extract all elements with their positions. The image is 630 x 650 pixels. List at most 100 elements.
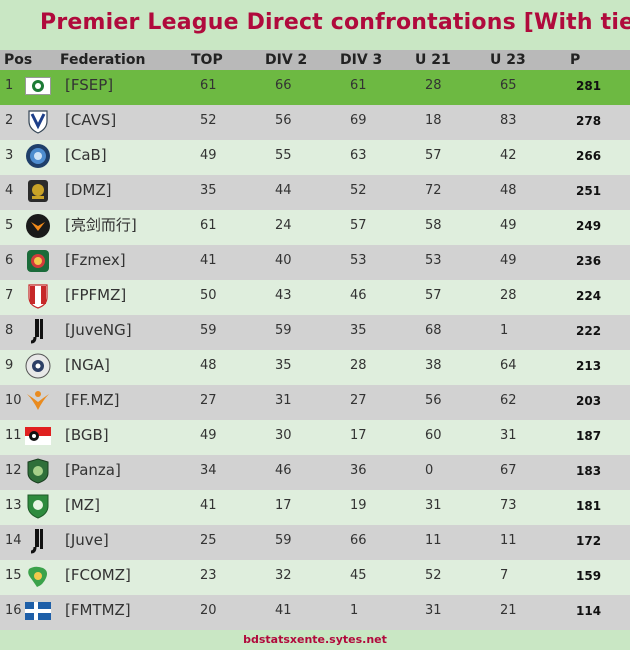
div3-cell: 66 [350,533,367,548]
page-title: Premier League Direct confrontations [Wi… [40,10,630,35]
pos-cell: 6 [5,253,14,268]
u21-cell: 11 [425,533,442,548]
green-badge-icon [24,458,52,484]
brazil-map-icon [24,563,52,589]
div2-cell: 59 [275,323,292,338]
u21-cell: 57 [425,288,442,303]
table-row: 4 [DMZ] 35 44 52 72 48 251 [0,175,630,210]
table-row: 13 [MZ] 41 17 19 31 73 181 [0,490,630,525]
div2-cell: 44 [275,183,292,198]
pos-cell: 11 [5,428,22,443]
u23-cell: 7 [500,568,509,583]
green-shield-icon [24,493,52,519]
table-row: 2 [CAVS] 52 56 69 18 83 278 [0,105,630,140]
table-row: 5 [亮剑而行] 61 24 57 58 49 249 [0,210,630,245]
col-header-points: P [570,52,581,68]
div2-cell: 66 [275,78,292,93]
federation-name: [JuveNG] [65,321,132,339]
top-cell: 34 [200,463,217,478]
federation-name: [Juve] [65,531,109,549]
juventus-j-icon [24,528,52,554]
div3-cell: 46 [350,288,367,303]
table-row: 9 [NGA] 48 35 28 38 64 213 [0,350,630,385]
col-header-div3: DIV 3 [340,52,383,68]
pos-cell: 14 [5,533,22,548]
u21-cell: 72 [425,183,442,198]
federation-name: [FCOMZ] [65,566,131,584]
u21-cell: 56 [425,393,442,408]
top-cell: 49 [200,428,217,443]
u23-cell: 62 [500,393,517,408]
points-cell: 159 [576,569,602,583]
federation-name: [FMTMZ] [65,601,131,619]
dark-gold-crest-icon [24,178,52,204]
u21-cell: 0 [425,463,434,478]
div3-cell: 19 [350,498,367,513]
col-header-div2: DIV 2 [265,52,308,68]
top-cell: 49 [200,148,217,163]
federation-name: [NGA] [65,356,110,374]
div2-cell: 31 [275,393,292,408]
red-white-shield-icon [24,283,52,309]
points-cell: 181 [576,499,602,513]
table-row: 1 [FSEP] 61 66 61 28 65 281 [0,70,630,105]
title-bar: Premier League Direct confrontations [Wi… [0,0,630,50]
u21-cell: 18 [425,113,442,128]
pos-cell: 9 [5,358,14,373]
div3-cell: 28 [350,358,367,373]
table-row: 12 [Panza] 34 46 36 0 67 183 [0,455,630,490]
red-white-flag-icon [24,423,52,449]
top-cell: 52 [200,113,217,128]
u23-cell: 28 [500,288,517,303]
federation-name: [FF.MZ] [65,391,120,409]
juventus-j-icon [24,318,52,344]
u21-cell: 38 [425,358,442,373]
pos-cell: 3 [5,148,14,163]
pos-cell: 10 [5,393,22,408]
points-cell: 236 [576,254,602,268]
pos-cell: 4 [5,183,14,198]
points-cell: 251 [576,184,602,198]
u23-cell: 1 [500,323,509,338]
table-row: 14 [Juve] 25 59 66 11 11 172 [0,525,630,560]
federation-name: [MZ] [65,496,100,514]
col-header-u23: U 23 [490,52,526,68]
velez-shield-icon [24,108,52,134]
u23-cell: 83 [500,113,517,128]
u23-cell: 11 [500,533,517,548]
top-cell: 59 [200,323,217,338]
points-cell: 203 [576,394,602,408]
points-cell: 249 [576,219,602,233]
div2-cell: 30 [275,428,292,443]
u23-cell: 67 [500,463,517,478]
div3-cell: 57 [350,218,367,233]
points-cell: 114 [576,604,602,618]
div3-cell: 61 [350,78,367,93]
top-cell: 41 [200,253,217,268]
u23-cell: 48 [500,183,517,198]
points-cell: 266 [576,149,602,163]
div2-cell: 46 [275,463,292,478]
blue-round-crest-icon [24,143,52,169]
div3-cell: 45 [350,568,367,583]
table-row: 15 [FCOMZ] 23 32 45 52 7 159 [0,560,630,595]
col-header-pos: Pos [4,52,33,68]
div2-cell: 17 [275,498,292,513]
pos-cell: 5 [5,218,14,233]
div3-cell: 35 [350,323,367,338]
u21-cell: 31 [425,603,442,618]
u23-cell: 64 [500,358,517,373]
footer-credit: bdstatsxente.sytes.net [243,633,387,646]
div3-cell: 63 [350,148,367,163]
top-cell: 50 [200,288,217,303]
federation-name: [DMZ] [65,181,112,199]
u21-cell: 52 [425,568,442,583]
points-cell: 172 [576,534,602,548]
pos-cell: 16 [5,603,22,618]
pos-cell: 12 [5,463,22,478]
top-cell: 41 [200,498,217,513]
points-cell: 281 [576,79,602,93]
pos-cell: 1 [5,78,14,93]
top-cell: 25 [200,533,217,548]
table-row: 6 [Fzmex] 41 40 53 53 49 236 [0,245,630,280]
